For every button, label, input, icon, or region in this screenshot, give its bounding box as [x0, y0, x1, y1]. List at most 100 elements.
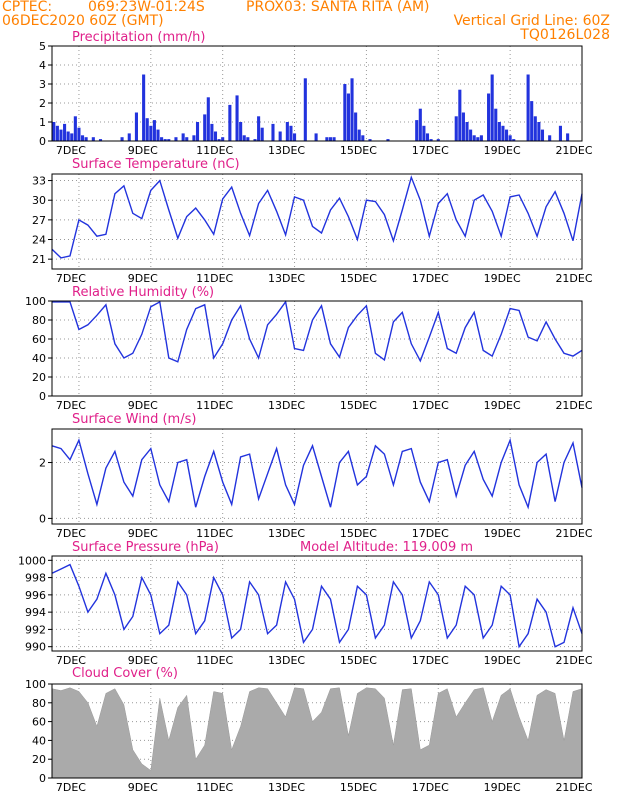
precip-bar — [70, 133, 74, 141]
precip-bar — [548, 135, 552, 141]
x-tick-label: 15DEC — [340, 399, 377, 412]
header-run-date: 06DEC2020 60Z (GMT) — [2, 13, 164, 29]
precip-bar — [217, 139, 221, 141]
x-tick-label: 17DEC — [412, 144, 449, 157]
precip-bar — [479, 135, 483, 141]
x-tick-label: 7DEC — [56, 272, 86, 285]
y-tick-label: 21 — [32, 253, 46, 266]
precip-bar — [80, 135, 85, 141]
precip-bar — [239, 122, 243, 141]
precip-bar — [418, 108, 422, 141]
x-tick-label: 15DEC — [340, 781, 377, 794]
plot-frame — [51, 555, 583, 652]
y-tick-label: 20 — [32, 753, 46, 766]
series-line — [51, 437, 583, 510]
x-tick-label: 11DEC — [196, 781, 233, 794]
plot-frame — [51, 428, 583, 525]
y-tick-label: 40 — [32, 352, 46, 365]
precip-bar — [508, 135, 512, 141]
x-tick-label: 19DEC — [484, 654, 521, 667]
y-tick-label: 33 — [32, 175, 46, 188]
precip-bar — [59, 129, 63, 141]
panel-title: Surface Pressure (hPa) — [72, 540, 219, 555]
x-tick-label: 13DEC — [268, 527, 305, 540]
precip-bar — [458, 89, 462, 141]
y-tick-label: 996 — [25, 589, 46, 602]
precip-bar — [386, 139, 390, 141]
precip-bar — [185, 137, 189, 141]
precip-bar — [325, 137, 329, 141]
precip-bar — [134, 112, 138, 141]
x-tick-label: 7DEC — [56, 654, 86, 667]
precip-bar — [235, 95, 239, 141]
x-tick-label: 11DEC — [196, 272, 233, 285]
y-tick-label: 1000 — [18, 554, 46, 567]
precip-bar — [429, 139, 433, 141]
precip-bar — [156, 129, 160, 141]
precip-bar — [332, 137, 336, 141]
precip-bar — [84, 137, 88, 141]
x-tick-label: 13DEC — [268, 399, 305, 412]
precip-bar — [415, 120, 419, 141]
panel-1: 7DEC 9DEC 11DEC 13DEC 15DEC 17DEC 19DEC 21DEC 0 1… — [39, 30, 593, 157]
plot-frame — [51, 683, 583, 779]
y-tick-label: 100 — [25, 295, 46, 308]
precip-bar — [253, 139, 257, 141]
precip-bar — [163, 139, 167, 141]
header-resolution: TQ0126L028 — [520, 27, 610, 43]
x-tick-label: 7DEC — [56, 144, 86, 157]
precip-bar — [221, 137, 225, 141]
precip-bar — [512, 139, 516, 141]
precip-bar — [350, 78, 354, 141]
precip-bar — [142, 74, 146, 141]
precip-bar — [195, 122, 200, 141]
y-tick-label: 998 — [25, 572, 46, 585]
panel-5: 7DEC 9DEC 11DEC 13DEC 15DEC 17DEC 19DEC 21DEC 99… — [18, 540, 593, 667]
y-tick-label: 2 — [39, 97, 46, 110]
x-tick-label: 13DEC — [268, 272, 305, 285]
x-tick-label: 7DEC — [56, 781, 86, 794]
y-tick-label: 24 — [32, 234, 46, 247]
x-tick-label: 11DEC — [196, 527, 233, 540]
x-tick-label: 11DEC — [196, 144, 233, 157]
precip-bar — [501, 125, 505, 141]
precip-bar — [537, 122, 541, 141]
precip-bar — [160, 137, 164, 141]
x-tick-label: 13DEC — [268, 654, 305, 667]
x-tick-label: 21DEC — [555, 399, 592, 412]
precip-bar — [289, 125, 293, 141]
x-tick-label: 17DEC — [412, 781, 449, 794]
x-tick-label: 19DEC — [484, 781, 521, 794]
precip-bar — [461, 112, 465, 141]
x-tick-label: 15DEC — [340, 527, 377, 540]
x-tick-label: 11DEC — [196, 654, 233, 667]
x-tick-label: 19DEC — [484, 144, 521, 157]
precip-bar — [346, 93, 350, 141]
x-tick-label: 17DEC — [412, 527, 449, 540]
precip-bar — [228, 104, 232, 141]
y-tick-label: 60 — [32, 716, 46, 729]
precip-bar — [242, 135, 246, 141]
plot-frame — [51, 173, 583, 270]
precip-bar — [504, 129, 509, 141]
x-tick-label: 15DEC — [340, 272, 377, 285]
y-tick-label: 20 — [32, 371, 46, 384]
panel-title: Cloud Cover (%) — [72, 666, 178, 681]
precip-bar — [540, 129, 545, 141]
x-tick-label: 17DEC — [412, 654, 449, 667]
precip-bar — [206, 97, 210, 141]
precip-bar — [213, 131, 218, 141]
y-tick-label: 3 — [39, 78, 46, 91]
series-line — [51, 563, 583, 649]
x-tick-label: 9DEC — [128, 527, 158, 540]
precip-bar — [257, 116, 261, 141]
x-tick-label: 19DEC — [484, 272, 521, 285]
precip-bar — [454, 116, 458, 141]
precip-bar — [303, 78, 307, 141]
precip-bar — [203, 114, 207, 141]
x-tick-label: 9DEC — [128, 654, 158, 667]
precip-bar — [343, 84, 347, 141]
precip-bar — [174, 137, 178, 141]
x-tick-label: 21DEC — [555, 144, 592, 157]
